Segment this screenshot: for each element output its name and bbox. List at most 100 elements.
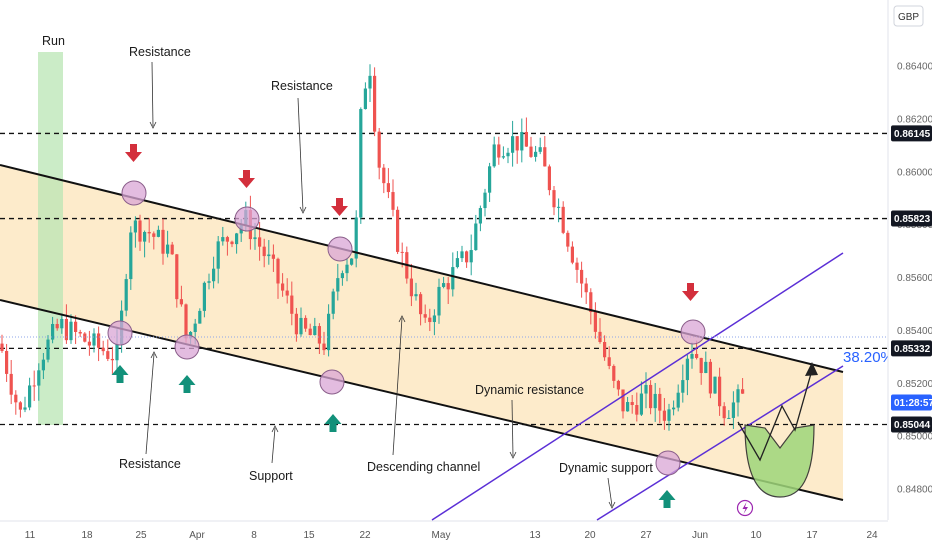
candle-body [262, 246, 266, 257]
candle-body [524, 131, 528, 147]
price-tag [891, 210, 932, 227]
bullish-arrow-icon [178, 375, 196, 393]
bullish-arrow-icon [111, 365, 129, 383]
candle-body [267, 254, 271, 257]
candle-body [331, 291, 335, 314]
candle-body [529, 146, 533, 157]
candle-body [74, 321, 78, 332]
candle-body [216, 241, 220, 269]
candle-body [23, 407, 27, 410]
price-tick-label: 0.84800 [897, 485, 932, 496]
date-tick-label: 18 [81, 530, 93, 541]
dynamic-resistance-label: Dynamic resistance [475, 383, 584, 397]
candle-body [713, 376, 717, 394]
date-tick-label: 8 [251, 530, 257, 541]
projection-cup [744, 424, 815, 498]
candle-body [51, 323, 55, 340]
candle-body [317, 326, 321, 344]
candle-body [515, 136, 519, 151]
channel-lower-line [0, 299, 844, 501]
candle-body [589, 292, 593, 313]
candle-body [584, 283, 588, 293]
candle-body [653, 393, 657, 409]
candle-body [368, 75, 372, 89]
candle-body [179, 299, 183, 305]
candle-body [313, 326, 317, 336]
candle-body [658, 393, 662, 411]
candle-body [46, 339, 50, 360]
candle-body [290, 295, 294, 314]
bearish-arrow-icon [682, 283, 699, 301]
candle-body [616, 380, 620, 390]
bearish-arrow-icon [125, 144, 142, 162]
dynamic-resistance-line [431, 252, 844, 521]
candle-body [32, 385, 36, 387]
touch-marker [121, 180, 147, 206]
candle-body [612, 365, 616, 381]
price-tag-label: 0.85823 [894, 214, 931, 225]
price-tags: 0.86145 0.85823 0.85332 0.85044 01:28:57 [891, 125, 932, 433]
candle-body [741, 389, 745, 394]
candle-body [570, 246, 574, 263]
candle-body [60, 318, 64, 329]
candle-body [299, 317, 303, 335]
candle-body [690, 353, 694, 359]
descending-channel-zone [0, 165, 843, 500]
candle-body [566, 232, 570, 247]
price-tick-label: 0.85400 [897, 326, 932, 337]
candle-body [708, 361, 712, 394]
candles [0, 64, 745, 431]
projection-path [737, 369, 813, 462]
candle-body [718, 376, 722, 407]
candle-body [704, 361, 708, 374]
bearish-arrow-icon [238, 170, 255, 188]
candle-body [699, 357, 703, 374]
candle-body [230, 241, 234, 245]
candle-body [409, 278, 413, 297]
candle-body [534, 151, 538, 157]
candle-body [423, 314, 427, 318]
bearish-arrow-icon [331, 198, 348, 216]
currency-badge[interactable] [893, 5, 924, 27]
candle-body [166, 244, 170, 254]
touch-marker [234, 206, 260, 232]
candle-body [97, 333, 101, 348]
candle-body [225, 237, 229, 242]
candle-body [285, 290, 289, 296]
resistance-label: Resistance [271, 79, 333, 93]
candle-body [538, 147, 542, 152]
resistance-label: Resistance [119, 457, 181, 471]
candle-body [373, 75, 377, 132]
candle-body [400, 251, 404, 253]
date-tick-label: 22 [359, 530, 371, 541]
candle-body [492, 144, 496, 167]
price-tag [891, 416, 932, 433]
candle-body [129, 232, 133, 280]
candle-body [110, 358, 114, 361]
candle-body [41, 359, 45, 371]
candle-body [469, 250, 473, 263]
candle-body [695, 353, 699, 358]
price-tick-label: 0.85200 [897, 379, 932, 390]
candle-body [667, 409, 671, 421]
candle-body [386, 183, 390, 193]
candle-body [483, 192, 487, 209]
candle-body [276, 258, 280, 284]
candle-body [9, 373, 13, 395]
run-label: Run [42, 34, 65, 48]
candle-body [488, 166, 492, 193]
candle-body [221, 237, 225, 242]
candle-body [336, 278, 340, 292]
candle-body [322, 343, 326, 351]
date-tick-label: 27 [640, 530, 652, 541]
price-scale [888, 0, 932, 550]
candle-body [235, 233, 239, 245]
candle-body [37, 370, 41, 386]
date-tick-label: 10 [750, 530, 762, 541]
candle-body [354, 217, 358, 259]
candle-body [396, 209, 400, 252]
price-tick-label: 0.85000 [897, 432, 932, 443]
bullish-arrow-icon [658, 490, 676, 508]
lightning-icon [742, 502, 748, 514]
candle-body [78, 331, 82, 334]
